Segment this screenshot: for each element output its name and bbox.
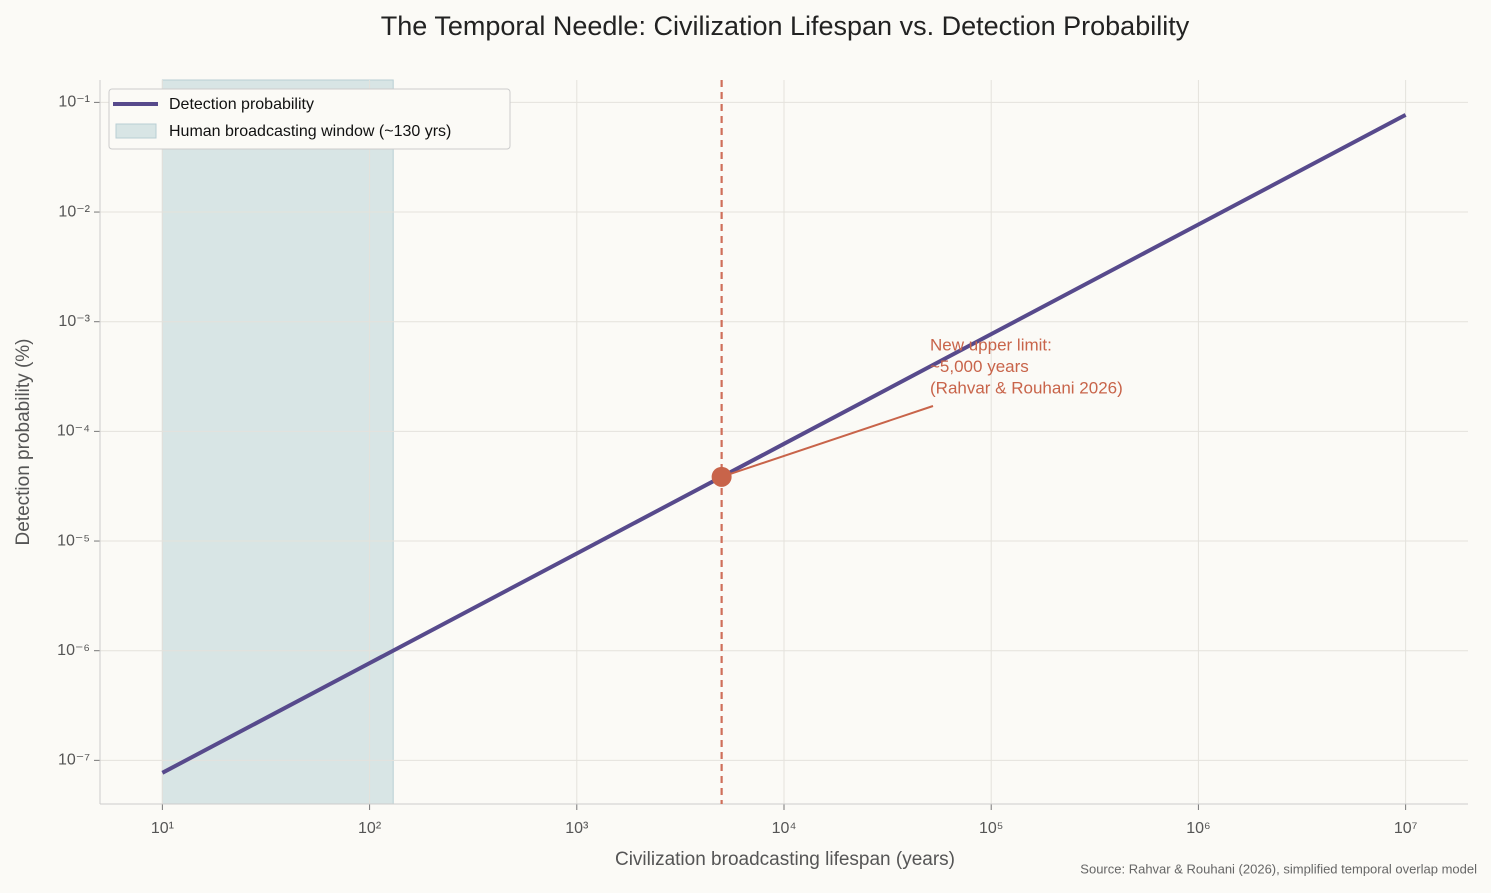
x-tick-label: 10⁵ xyxy=(979,820,1003,837)
x-tick-label: 10¹ xyxy=(151,820,174,837)
y-tick-label: 10⁻⁷ xyxy=(58,752,90,769)
x-tick-label: 10⁷ xyxy=(1394,820,1418,837)
annotation-text: (Rahvar & Rouhani 2026) xyxy=(930,378,1123,397)
chart-title: The Temporal Needle: Civilization Lifesp… xyxy=(381,11,1190,41)
x-tick-label: 10³ xyxy=(565,820,589,837)
legend-label: Human broadcasting window (~130 yrs) xyxy=(169,123,451,140)
y-tick-label: 10⁻⁶ xyxy=(57,642,90,659)
annotation-arrow xyxy=(727,405,934,476)
x-axis-label: Civilization broadcasting lifespan (year… xyxy=(615,849,955,870)
legend-label: Detection probability xyxy=(169,96,314,113)
legend: Detection probability Human broadcasting … xyxy=(108,88,511,150)
annotation-text: New upper limit: xyxy=(930,335,1052,354)
annotation-text: ~5,000 years xyxy=(930,357,1029,376)
y-tick-label: 10⁻¹ xyxy=(58,94,90,111)
highlight-point xyxy=(711,466,732,487)
y-tick-label: 10⁻⁵ xyxy=(57,532,90,549)
legend-box xyxy=(108,88,511,150)
legend-swatch xyxy=(115,123,157,139)
x-tick-label: 10⁴ xyxy=(772,820,797,837)
highlight-span xyxy=(161,79,394,805)
y-tick-label: 10⁻² xyxy=(58,203,90,220)
source-note: Source: Rahvar & Rouhani (2026), simplif… xyxy=(1080,861,1477,876)
y-tick-label: 10⁻⁴ xyxy=(57,423,90,440)
x-tick-label: 10² xyxy=(358,820,382,837)
y-tick-label: 10⁻³ xyxy=(58,313,90,330)
series-line xyxy=(161,113,1407,775)
y-axis-label: Detection probability (%) xyxy=(13,339,34,546)
x-tick-label: 10⁶ xyxy=(1186,820,1210,837)
